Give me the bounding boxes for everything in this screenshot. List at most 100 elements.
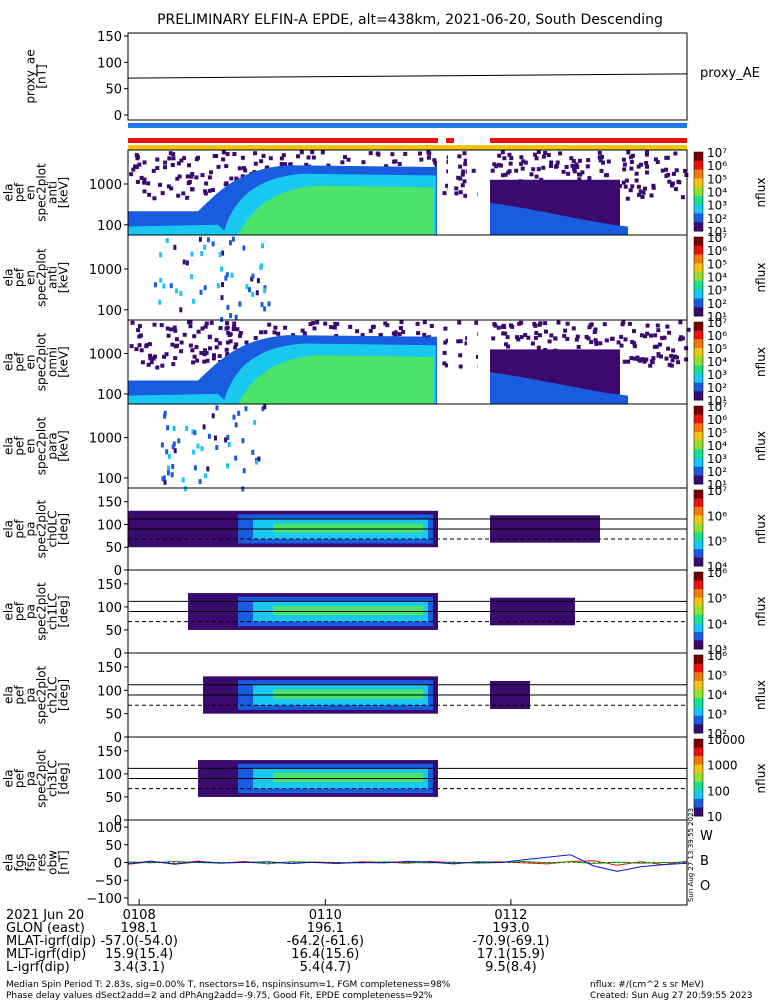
spectrogram-cell	[272, 330, 277, 335]
panel-frame	[127, 234, 688, 321]
y-label-line: ch3LC	[46, 760, 60, 797]
spectrogram-cell	[174, 337, 179, 342]
spectrogram-cell	[391, 331, 396, 336]
y-label-line: ela	[2, 686, 16, 704]
colorbar-segment	[694, 245, 703, 256]
spectrogram-cell	[462, 179, 467, 184]
spectrogram-cell	[592, 330, 597, 334]
spectrogram-cell	[194, 157, 199, 162]
y-label-line: [keV]	[57, 262, 71, 293]
spectrogram-cell	[200, 326, 205, 331]
spectrogram-cell	[491, 336, 496, 341]
spectrogram-cell	[639, 333, 644, 338]
spectrogram-cell	[193, 430, 197, 436]
spectrogram-cell	[655, 323, 660, 328]
spectrogram-cell	[649, 359, 654, 364]
y-tick-label: 50	[105, 541, 122, 556]
spectrogram-cell	[458, 339, 463, 344]
spectrogram-cell	[556, 320, 561, 325]
colorbar-segment	[694, 715, 703, 725]
y-axis-label: elafgsfspresobw[nT]	[2, 850, 71, 875]
colorbar-segment	[694, 449, 703, 459]
spectrogram-cell	[217, 354, 222, 359]
spectrogram-cell	[166, 333, 171, 338]
spectrogram-cell	[658, 342, 662, 347]
spectrogram-band-green	[238, 355, 434, 404]
spectrogram-cell	[418, 151, 422, 156]
spectrogram-cell	[680, 195, 685, 200]
spectrogram-cell	[187, 179, 192, 184]
spectrogram-cell	[534, 174, 539, 179]
y-tick-label: 150	[97, 496, 122, 511]
y-tick-label: 150	[97, 578, 122, 593]
spectrogram-cell	[632, 329, 636, 334]
colorbar-tick-label: 10³	[707, 368, 727, 382]
spectrogram-cell	[496, 325, 501, 330]
spectrogram-cell	[519, 155, 524, 160]
spectrogram-cell	[167, 454, 171, 460]
spectrogram-cell	[500, 324, 505, 329]
colorbar-tick-label: 10¹	[707, 225, 727, 239]
spectrogram-cell	[221, 250, 225, 256]
spectrogram-cell	[393, 333, 398, 338]
spectrogram-cell	[666, 346, 671, 351]
spectrogram-cell	[575, 165, 580, 169]
spectrogram-cell	[673, 151, 678, 156]
spectrogram-cell	[368, 151, 373, 156]
spectrogram-cell	[260, 302, 264, 308]
spectrogram-cell	[155, 157, 160, 162]
spectrogram-cell	[660, 168, 665, 173]
y-label-line: [nT]	[57, 850, 71, 874]
spectrogram-cell	[460, 172, 465, 177]
spectrogram-cell	[154, 282, 157, 288]
colorbar-segment	[694, 263, 703, 273]
spectrogram-cell	[218, 326, 223, 330]
spectrogram-cell	[189, 174, 194, 179]
x-row-value: 193.0	[492, 921, 529, 936]
spectrogram-cell	[507, 169, 512, 174]
y-label-line: pef	[13, 436, 27, 456]
y-label-line: pef	[13, 601, 27, 621]
panel-content	[128, 320, 691, 404]
colorbar-segment	[694, 423, 703, 433]
spectrogram-cell	[202, 424, 206, 430]
spectrogram-cell	[458, 176, 463, 181]
spectrogram-cell	[625, 196, 630, 201]
spectrogram-cell	[152, 196, 157, 201]
y-label-line: en	[24, 439, 38, 454]
y-tick-label: 50	[105, 708, 122, 723]
panel-content	[160, 404, 267, 492]
spectrogram-cell	[196, 443, 200, 449]
spectrogram-cell	[619, 343, 624, 348]
spectrogram-cell	[206, 466, 210, 472]
x-row-label: GLON (east)	[6, 921, 85, 936]
spectrogram-cell	[267, 301, 271, 307]
spectrogram-cell	[196, 329, 201, 334]
spectrogram-cell	[158, 182, 162, 187]
spectrogram-cell	[627, 321, 632, 326]
spectrogram-cell	[403, 151, 408, 156]
spectrogram-cell	[296, 154, 300, 159]
spectrogram-cell	[240, 174, 245, 179]
spectrogram-cell	[554, 163, 559, 168]
spectrogram-cell	[172, 441, 176, 447]
y-label-line: [deg]	[57, 763, 71, 795]
spectrogram-cell	[499, 163, 503, 168]
y-tick-label: 100	[97, 684, 122, 699]
y-axis-label: elapefpaspec2plotch2LC[deg]	[2, 665, 71, 724]
colorbar-segment	[694, 365, 703, 375]
spectrogram-cell	[520, 166, 525, 171]
spectrogram-cell	[168, 151, 173, 156]
spectrogram-cell	[171, 152, 176, 157]
y-tick-label: 100	[97, 821, 122, 836]
spectrogram-cell	[263, 404, 267, 410]
spectrogram-cell	[165, 238, 169, 244]
spectrogram-cell	[492, 322, 497, 327]
spectrogram-cell	[308, 322, 313, 327]
spectrogram-cell	[429, 324, 434, 328]
spectrogram-cell	[629, 160, 634, 164]
colorbar-tick-label: 10⁵	[707, 592, 727, 606]
y-tick-label: 0	[114, 647, 122, 662]
spectrogram-cell	[645, 170, 649, 175]
spectrogram-cell	[653, 333, 658, 338]
